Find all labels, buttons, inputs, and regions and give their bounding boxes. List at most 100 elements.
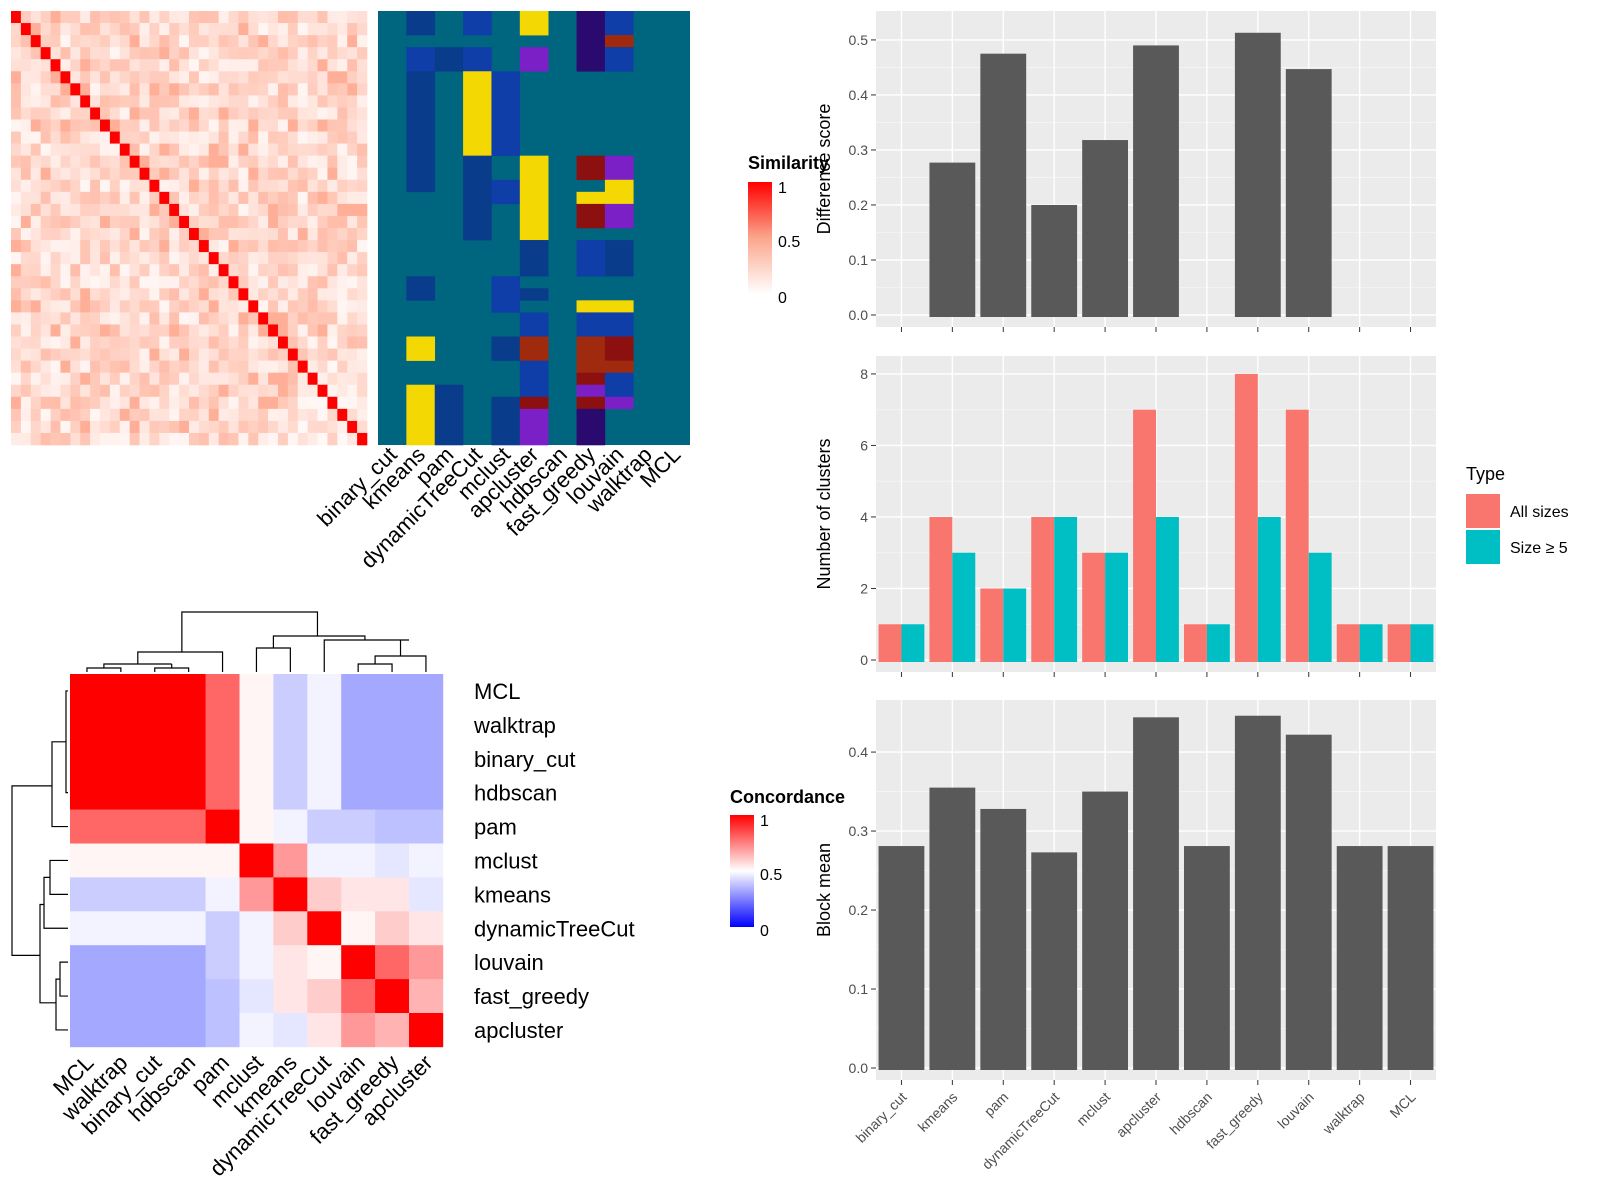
x-category-label: kmeans (915, 1089, 961, 1135)
similarity-cell (30, 252, 41, 265)
similarity-cell (297, 119, 308, 132)
similarity-cell (119, 396, 130, 410)
similarity-cell (70, 420, 81, 434)
similarity-cell (287, 432, 299, 446)
similarity-cell (139, 35, 150, 48)
similarity-cell (337, 143, 348, 156)
similarity-cell (198, 300, 210, 313)
similarity-cell (218, 252, 229, 265)
similarity-cell (70, 252, 81, 265)
similarity-cell (228, 372, 239, 386)
annotation-cell (576, 191, 606, 205)
y-axis-label: Difference score (814, 104, 834, 235)
similarity-cell (238, 83, 249, 96)
dendrogram-branch (49, 859, 68, 895)
similarity-cell (60, 155, 71, 169)
similarity-cell (258, 420, 269, 434)
concordance-cell (137, 674, 172, 709)
similarity-cell (139, 432, 150, 446)
similarity-cell (70, 83, 81, 96)
similarity-cell (129, 312, 140, 325)
similarity-cell (337, 384, 348, 398)
similarity-cell (11, 11, 22, 24)
concordance-cell (205, 707, 240, 743)
similarity-cell (357, 203, 368, 217)
similarity-cell (198, 372, 210, 386)
similarity-cell (129, 300, 140, 313)
similarity-cell (357, 324, 368, 337)
similarity-cell (218, 215, 229, 229)
concordance-cell (341, 674, 376, 709)
similarity-cell (90, 95, 101, 108)
similarity-cell (268, 288, 279, 301)
bar (929, 787, 976, 1070)
similarity-cell (337, 119, 348, 132)
similarity-cell (327, 252, 338, 265)
concordance-cell (341, 979, 376, 1014)
similarity-cell (327, 95, 338, 108)
concordance-cell (375, 945, 410, 980)
similarity-cell (159, 336, 170, 349)
similarity-cell (327, 191, 338, 205)
similarity-cell (139, 384, 150, 398)
similarity-cell (179, 95, 190, 108)
y-tick-label: 0.1 (849, 981, 869, 997)
concordance-cell (307, 674, 342, 709)
similarity-cell (228, 300, 239, 313)
concordance-cell (307, 945, 342, 980)
similarity-cell (30, 240, 41, 253)
similarity-cell (70, 360, 81, 373)
similarity-cell (327, 348, 338, 361)
similarity-cell (357, 336, 368, 349)
similarity-cell (100, 312, 111, 325)
concordance-cell (307, 911, 342, 946)
similarity-cell (50, 131, 61, 144)
similarity-cell (268, 432, 279, 446)
similarity-cell (198, 71, 210, 84)
similarity-cell (327, 276, 338, 289)
similarity-cell (189, 35, 200, 48)
similarity-cell (20, 300, 32, 313)
concordance-cell (375, 741, 410, 776)
similarity-cell (327, 47, 338, 60)
similarity-cell (278, 228, 289, 241)
similarity-cell (317, 215, 328, 229)
similarity-cell (248, 191, 259, 205)
similarity-cell (189, 396, 200, 410)
similarity-cell (278, 119, 289, 132)
similarity-cell (268, 324, 279, 337)
similarity-cell (100, 83, 111, 96)
concordance-cell (375, 775, 410, 810)
similarity-cell (228, 35, 239, 48)
similarity-cell (149, 11, 160, 24)
similarity-cell (238, 23, 249, 36)
similarity-cell (159, 432, 170, 446)
concordance-cell (239, 775, 274, 810)
similarity-cell (198, 119, 210, 132)
similarity-cell (248, 240, 259, 253)
similarity-cell (119, 324, 130, 337)
similarity-cell (169, 228, 180, 241)
similarity-cell (40, 252, 51, 265)
annotation-cell (604, 336, 634, 361)
bar (1285, 69, 1332, 317)
similarity-cell (317, 348, 328, 361)
annotation-cell (491, 276, 521, 313)
y-axis-label: Block mean (814, 843, 834, 937)
similarity-cell (40, 59, 51, 72)
similarity-cell (169, 336, 180, 349)
similarity-cell (30, 71, 41, 84)
similarity-cell (80, 300, 91, 313)
similarity-cell (109, 23, 121, 36)
similarity-cell (100, 179, 111, 193)
similarity-cell (30, 167, 41, 181)
similarity-cell (208, 23, 219, 36)
annotation-cell (406, 384, 436, 446)
similarity-cell (169, 215, 180, 229)
similarity-color-bar (748, 182, 772, 294)
similarity-cell (297, 23, 308, 36)
similarity-cell (357, 384, 368, 398)
similarity-cell (238, 155, 249, 169)
similarity-cell (218, 240, 229, 253)
similarity-cell (109, 420, 121, 434)
